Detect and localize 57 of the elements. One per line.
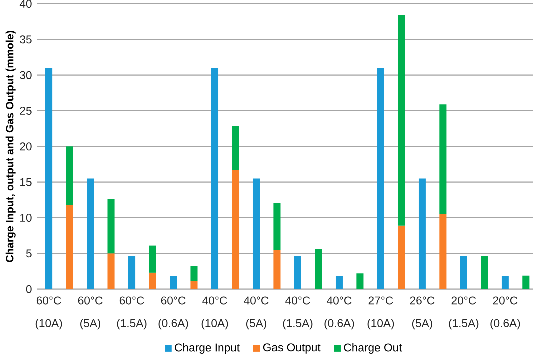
bar (377, 68, 384, 290)
bar (398, 15, 406, 226)
category-label: 60°C (10A) (36, 296, 62, 330)
bar (294, 256, 302, 290)
bar (46, 68, 53, 290)
bar (418, 178, 426, 290)
bar (398, 226, 406, 290)
bar (336, 276, 343, 290)
bar (211, 68, 219, 290)
category-label: 20°C (1.5A) (449, 296, 479, 330)
category-label: 60°C (0.6A) (158, 296, 188, 330)
bar (108, 254, 115, 290)
bar (232, 126, 240, 170)
bar (481, 256, 488, 290)
category-label: 26°C (5A) (410, 296, 435, 330)
bar (315, 249, 322, 290)
y-tick-label: 30 (20, 71, 32, 80)
bar (232, 170, 240, 290)
bar (66, 146, 74, 205)
bar (252, 178, 260, 290)
bar (149, 272, 156, 290)
y-tick-label: 40 (20, 0, 32, 8)
bar (522, 276, 530, 290)
category-label: 40°C (1.5A) (283, 296, 313, 330)
legend-label: Gas Output (263, 343, 321, 354)
bar (86, 178, 94, 290)
bar (502, 276, 509, 290)
category-label: 40°C (0.6A) (324, 296, 354, 330)
y-tick-label: 5 (26, 250, 32, 258)
bar (274, 250, 281, 290)
y-tick-label: 0 (26, 285, 32, 294)
category-label: 60°C (5A) (78, 296, 103, 330)
bar (440, 104, 447, 214)
category-label: 60°C (1.5A) (117, 296, 147, 330)
y-tick-label: 20 (20, 142, 32, 151)
bar (460, 256, 468, 290)
bar (128, 256, 136, 290)
bar (170, 276, 178, 290)
y-tick-label: 25 (20, 106, 32, 115)
bar (149, 246, 156, 273)
bar (274, 202, 281, 250)
bar (440, 214, 447, 290)
y-tick-label: 10 (20, 214, 32, 222)
category-label: 40°C (5A) (244, 296, 269, 330)
legend-label: Charge Out (344, 343, 402, 354)
category-label: 40°C (10A) (202, 296, 228, 330)
bar (108, 199, 115, 254)
bar (190, 266, 198, 282)
y-axis-title: Charge Input, output and Gas Output (mmole) (6, 30, 16, 262)
y-tick-label: 15 (20, 178, 32, 186)
bar (190, 281, 198, 290)
bar (66, 205, 74, 290)
bar (356, 273, 364, 290)
legend-label: Charge Input (175, 343, 240, 354)
category-label: 27°C (10A) (368, 296, 394, 330)
category-label: 20°C (0.6A) (490, 296, 520, 330)
y-tick-label: 35 (20, 36, 32, 44)
